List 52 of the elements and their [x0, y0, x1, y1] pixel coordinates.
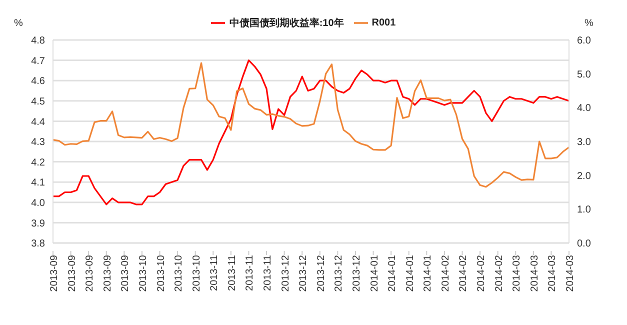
x-tick-label: 2014-02 — [458, 254, 470, 292]
x-tick-label: 2013-11 — [226, 254, 238, 291]
x-tick-label: 2013-10 — [191, 254, 202, 292]
x-tick-label: 2014-03 — [512, 254, 523, 292]
x-tick-label: 2014-02 — [476, 254, 488, 292]
x-tick-label: 2014-01 — [369, 254, 380, 292]
x-tick-label: 2014-01 — [422, 254, 434, 292]
y-tick-label: 4.2 — [31, 157, 46, 168]
x-tick-label: 2013-10 — [174, 254, 185, 292]
y2-tick-label: 3.0 — [577, 137, 592, 148]
legend-label: 中债国债到期收益率:10年 — [229, 18, 344, 29]
x-tick-label: 2013-12 — [298, 254, 310, 292]
x-tick-label: 2014-01 — [404, 254, 416, 292]
y-tick-label: 4.4 — [31, 116, 46, 128]
x-tick-label: 2013-09 — [120, 254, 132, 292]
x-tick-label: 2013-11 — [209, 254, 220, 291]
x-tick-label: 2014-01 — [387, 254, 398, 292]
y-tick-label: 4.3 — [31, 137, 46, 148]
x-tick-label: 2014-03 — [565, 254, 576, 292]
x-tick-label: 2013-12 — [351, 254, 362, 292]
x-tick-label: 2013-10 — [156, 254, 167, 292]
x-tick-label: 2013-09 — [102, 254, 114, 292]
y-tick-label: 4.7 — [31, 56, 46, 67]
y2-tick-label: 1.0 — [577, 204, 592, 216]
x-tick-label: 2013-12 — [280, 254, 292, 292]
y-tick-label: 3.8 — [31, 238, 46, 250]
x-tick-label: 2014-03 — [547, 254, 558, 292]
y2-axis-title: % — [584, 18, 594, 29]
legend-label: R001 — [372, 18, 396, 29]
y2-tick-label: 0.0 — [577, 238, 592, 250]
x-tick-label: 2013-12 — [316, 254, 327, 292]
x-tick-label: 2013-12 — [334, 254, 345, 292]
y-tick-label: 4.6 — [31, 76, 46, 88]
y2-tick-label: 4.0 — [577, 103, 592, 114]
y-tick-label: 3.9 — [31, 218, 46, 230]
y-tick-label: 4.0 — [31, 198, 46, 209]
x-tick-label: 2014-03 — [529, 254, 540, 292]
x-tick-label: 2014-02 — [494, 254, 505, 292]
x-tick-label: 2013-10 — [138, 254, 149, 292]
y2-tick-label: 2.0 — [577, 170, 592, 182]
x-tick-label: 2013-09 — [66, 254, 78, 292]
y2-tick-label: 5.0 — [577, 69, 592, 80]
y2-tick-label: 6.0 — [577, 36, 592, 47]
y-tick-label: 4.8 — [31, 36, 46, 47]
x-tick-label: 2014-02 — [440, 254, 452, 292]
x-tick-label: 2013-11 — [262, 254, 274, 291]
x-tick-label: 2013-11 — [244, 254, 256, 291]
y-tick-label: 4.1 — [31, 178, 46, 189]
y-axis-title: % — [14, 18, 24, 29]
x-tick-label: 2013-09 — [84, 254, 96, 292]
x-tick-label: 2013-09 — [49, 254, 60, 292]
y-tick-label: 4.5 — [31, 96, 46, 108]
